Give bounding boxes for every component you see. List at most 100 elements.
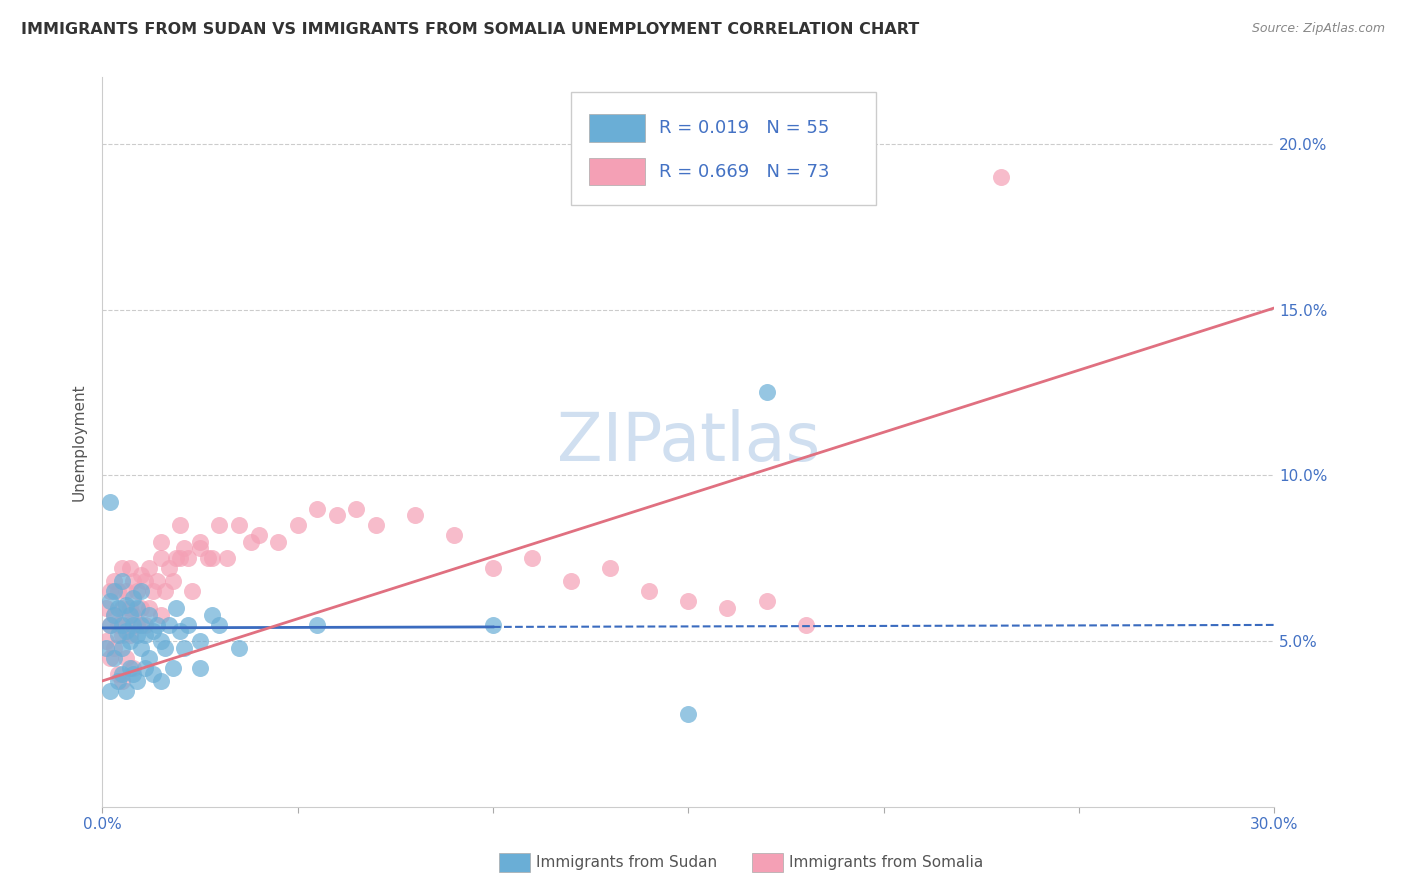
Point: [482, 561, 505, 575]
Point: [111, 601, 134, 615]
Point: [162, 661, 184, 675]
Point: [599, 561, 621, 575]
Point: [122, 661, 145, 675]
Point: [111, 667, 134, 681]
Point: [103, 607, 125, 622]
Point: [157, 617, 180, 632]
Point: [169, 624, 191, 639]
Point: [307, 501, 329, 516]
Point: [107, 584, 129, 599]
Point: [118, 607, 141, 622]
Point: [173, 541, 195, 556]
Point: [177, 617, 200, 632]
Point: [520, 551, 543, 566]
Point: [560, 574, 582, 589]
Point: [166, 551, 188, 566]
Point: [134, 617, 156, 632]
Point: [177, 551, 200, 566]
Point: [94, 634, 117, 648]
Point: [118, 627, 141, 641]
Point: [157, 561, 180, 575]
Point: [138, 601, 160, 615]
FancyBboxPatch shape: [571, 92, 876, 205]
Point: [122, 617, 145, 632]
Point: [188, 661, 211, 675]
Point: [107, 601, 129, 615]
Point: [149, 634, 172, 648]
Point: [111, 574, 134, 589]
Point: [127, 627, 149, 641]
Point: [111, 561, 134, 575]
Point: [98, 584, 121, 599]
Point: [755, 385, 778, 400]
Point: [98, 617, 121, 632]
Point: [162, 574, 184, 589]
Text: Source: ZipAtlas.com: Source: ZipAtlas.com: [1251, 22, 1385, 36]
Point: [134, 574, 156, 589]
FancyBboxPatch shape: [589, 114, 645, 142]
Point: [404, 508, 426, 523]
Point: [142, 584, 165, 599]
Point: [98, 650, 121, 665]
Point: [98, 684, 121, 698]
Point: [103, 650, 125, 665]
Point: [103, 574, 125, 589]
Point: [228, 518, 250, 533]
Point: [344, 501, 367, 516]
Point: [118, 601, 141, 615]
Point: [755, 594, 778, 608]
Point: [307, 617, 329, 632]
Point: [173, 640, 195, 655]
Point: [103, 607, 125, 622]
Point: [134, 661, 156, 675]
Point: [149, 673, 172, 688]
Point: [129, 584, 152, 599]
Point: [247, 528, 270, 542]
Point: [325, 508, 347, 523]
Point: [103, 640, 125, 655]
Point: [114, 624, 136, 639]
Point: [153, 584, 176, 599]
Point: [188, 534, 211, 549]
Point: [111, 673, 134, 688]
Point: [267, 534, 290, 549]
Point: [228, 640, 250, 655]
Point: [98, 495, 121, 509]
Point: [138, 650, 160, 665]
Point: [114, 684, 136, 698]
Point: [98, 594, 121, 608]
Point: [98, 617, 121, 632]
Point: [111, 617, 134, 632]
Point: [107, 673, 129, 688]
Point: [129, 640, 152, 655]
Point: [201, 607, 224, 622]
Point: [197, 551, 219, 566]
Text: Immigrants from Somalia: Immigrants from Somalia: [789, 855, 983, 870]
Point: [107, 667, 129, 681]
Point: [149, 551, 172, 566]
Point: [166, 601, 188, 615]
Point: [716, 601, 738, 615]
Point: [142, 667, 165, 681]
Text: R = 0.669   N = 73: R = 0.669 N = 73: [659, 162, 830, 180]
Point: [114, 598, 136, 612]
Point: [114, 617, 136, 632]
Point: [111, 627, 134, 641]
Point: [127, 601, 149, 615]
Y-axis label: Unemployment: Unemployment: [72, 384, 86, 501]
Point: [114, 650, 136, 665]
Point: [201, 551, 224, 566]
Point: [129, 617, 152, 632]
Point: [443, 528, 465, 542]
Point: [146, 617, 169, 632]
Point: [122, 667, 145, 681]
Point: [146, 574, 169, 589]
Point: [122, 574, 145, 589]
Point: [990, 169, 1012, 184]
Point: [94, 640, 117, 655]
Point: [114, 584, 136, 599]
Point: [188, 541, 211, 556]
Point: [149, 534, 172, 549]
Point: [107, 617, 129, 632]
FancyBboxPatch shape: [589, 158, 645, 186]
